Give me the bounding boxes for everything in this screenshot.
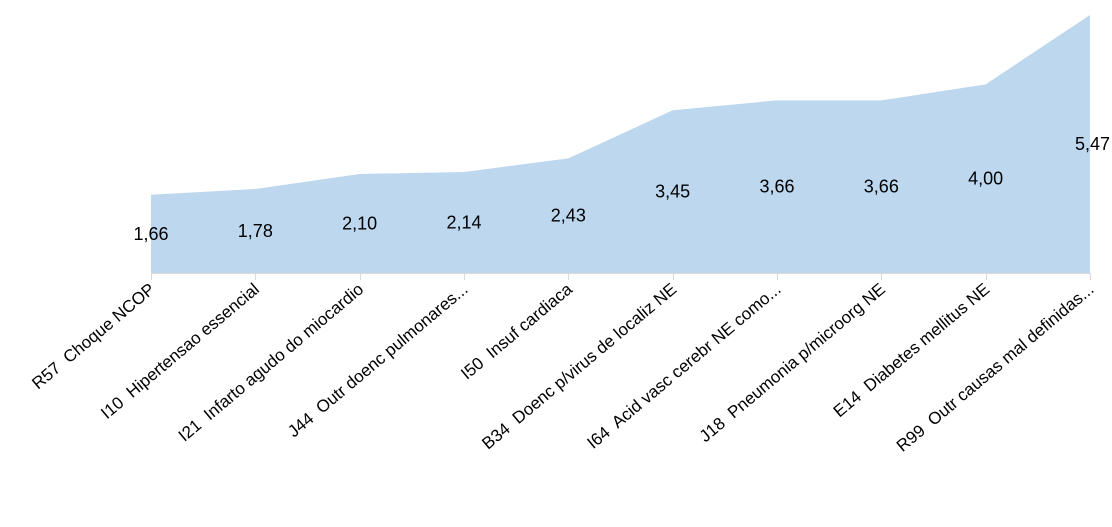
- x-axis-ticks: [151, 273, 1091, 280]
- data-label: 3,45: [655, 182, 690, 202]
- data-label: 5,47: [1075, 134, 1110, 154]
- category-label: I21 Infarto agudo do miocardio: [175, 280, 367, 446]
- data-label: 2,10: [342, 213, 377, 233]
- data-label: 1,66: [133, 224, 168, 244]
- data-label: 3,66: [864, 177, 899, 197]
- area-series: [151, 15, 1090, 273]
- data-label: 2,14: [446, 213, 481, 233]
- data-label: 1,78: [238, 221, 273, 241]
- category-label: R99 Outr causas mal definidas...: [893, 280, 1098, 456]
- category-label: J44 Outr doenc pulmonares...: [284, 280, 471, 442]
- category-label: B34 Doenc p/virus de localiz NE: [478, 280, 680, 454]
- data-label: 3,66: [759, 177, 794, 197]
- data-labels: 1,66 1,78 2,10 2,14 2,43 3,45 3,66 3,66 4,00 5,47: [133, 134, 1110, 244]
- category-label: I64 Acid vasc cerebr NE como...: [583, 280, 784, 453]
- data-label: 4,00: [968, 169, 1003, 189]
- category-label: J18 Pneumonia p/microorg NE: [696, 280, 889, 446]
- category-label: I50 Insuf cardiaca: [457, 279, 576, 383]
- data-label: 2,43: [551, 206, 586, 226]
